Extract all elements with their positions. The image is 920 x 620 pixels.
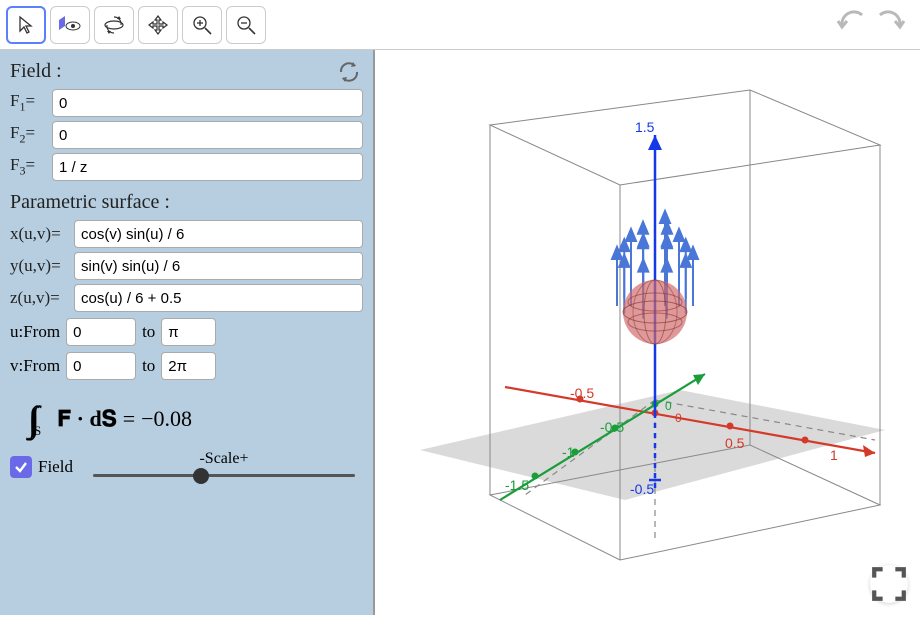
pointer-tool[interactable] xyxy=(6,6,46,44)
z-label: z(u,v)= xyxy=(10,288,70,308)
svg-text:0.5: 0.5 xyxy=(725,435,745,451)
field-checkbox-label: Field xyxy=(38,457,73,477)
v-from-label: v:From xyxy=(10,356,60,376)
pan-tool[interactable] xyxy=(138,6,178,44)
zoom-out-tool[interactable] xyxy=(226,6,266,44)
scale-slider[interactable] xyxy=(93,474,355,477)
rotate-tool[interactable] xyxy=(94,6,134,44)
field-checkbox[interactable] xyxy=(10,456,32,478)
field-f3-row: F3= xyxy=(10,153,363,181)
svg-text:-0.5: -0.5 xyxy=(600,419,624,435)
f3-input[interactable] xyxy=(52,153,363,181)
parametric-sphere xyxy=(623,280,687,344)
scale-label: -Scale+ xyxy=(85,450,363,468)
fullscreen-button[interactable] xyxy=(870,565,908,603)
x-label: x(u,v)= xyxy=(10,224,70,244)
param-section-title: Parametric surface : xyxy=(10,191,363,214)
u-to-label: to xyxy=(142,322,155,342)
v-to-input[interactable] xyxy=(161,352,216,380)
v-range-row: v:From to xyxy=(10,352,363,380)
undo-button[interactable] xyxy=(836,7,870,42)
scale-slider-wrap: -Scale+ xyxy=(85,450,363,483)
svg-text:0: 0 xyxy=(665,399,672,413)
field-f2-row: F2= xyxy=(10,121,363,149)
f1-label: F1= xyxy=(10,91,48,114)
y-label: y(u,v)= xyxy=(10,256,70,276)
sidebar-panel: Field : F1= F2= F3= Parametric surface :… xyxy=(0,50,375,615)
undo-redo-group xyxy=(836,7,914,42)
zoom-in-tool[interactable] xyxy=(182,6,222,44)
field-f1-row: F1= xyxy=(10,89,363,117)
bounding-cube xyxy=(490,90,880,560)
svg-text:0: 0 xyxy=(675,411,682,425)
f1-input[interactable] xyxy=(52,89,363,117)
u-from-label: u:From xyxy=(10,322,60,342)
u-range-row: u:From to xyxy=(10,318,363,346)
field-checkbox-wrap: Field xyxy=(10,456,73,478)
y-input[interactable] xyxy=(74,252,363,280)
field-section-title: Field : xyxy=(10,60,363,83)
f2-label: F2= xyxy=(10,123,48,146)
redo-button[interactable] xyxy=(872,7,906,42)
svg-text:-1: -1 xyxy=(562,444,575,460)
f3-label: F3= xyxy=(10,155,48,178)
z-input[interactable] xyxy=(74,284,363,312)
f2-input[interactable] xyxy=(52,121,363,149)
param-z-row: z(u,v)= xyxy=(10,284,363,312)
svg-text:-0.5: -0.5 xyxy=(570,385,594,401)
3d-viewport[interactable]: 1.5 -0.5 0.5 1 0 -0.5 -1 -1.5 -0.5 0 xyxy=(375,50,920,615)
param-y-row: y(u,v)= xyxy=(10,252,363,280)
view-tool[interactable] xyxy=(50,6,90,44)
scale-slider-thumb[interactable] xyxy=(193,468,209,484)
x-input[interactable] xyxy=(74,220,363,248)
toolbar xyxy=(0,0,920,50)
v-from-input[interactable] xyxy=(66,352,136,380)
u-from-input[interactable] xyxy=(66,318,136,346)
svg-text:1.5: 1.5 xyxy=(635,119,655,135)
integral-result: ∫∫S 𝐅 · d𝐒 = −0.08 xyxy=(30,398,363,440)
v-to-label: to xyxy=(142,356,155,376)
refresh-icon[interactable] xyxy=(337,60,361,89)
svg-text:-1.5: -1.5 xyxy=(505,477,529,493)
svg-text:1: 1 xyxy=(830,447,838,463)
param-x-row: x(u,v)= xyxy=(10,220,363,248)
u-to-input[interactable] xyxy=(161,318,216,346)
svg-text:-0.5: -0.5 xyxy=(630,481,654,497)
